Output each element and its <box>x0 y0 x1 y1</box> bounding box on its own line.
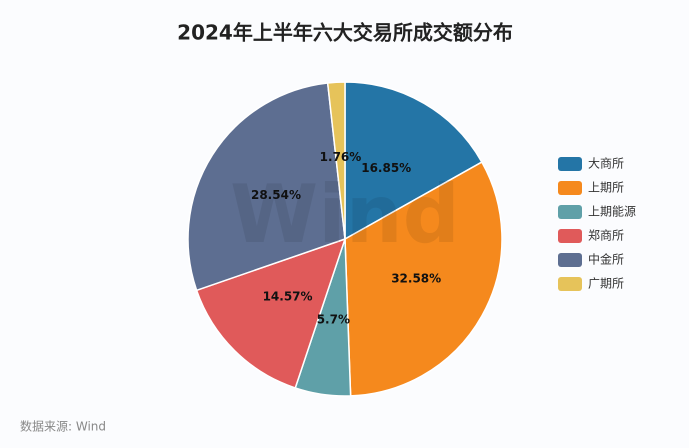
labels: 16.85% 32.58% 5.7% 14.57% 28.54% 1.76% <box>251 150 441 326</box>
legend-swatch <box>558 229 582 243</box>
legend-label: 大商所 <box>588 156 624 171</box>
data-label: 5.7% <box>317 312 350 326</box>
legend-label: 广期所 <box>588 277 624 291</box>
pie-slice <box>187 82 346 292</box>
pie-slice <box>326 81 346 240</box>
data-label: 14.57% <box>263 290 313 304</box>
data-label: 1.76% <box>320 150 362 164</box>
legend-swatch <box>558 253 582 267</box>
legend-swatch <box>558 157 582 171</box>
pie-slice <box>195 237 347 389</box>
chart-title: 2024年上半年六大交易所成交额分布 <box>177 21 513 45</box>
legend-swatch <box>558 277 582 291</box>
legend-label: 上期能源 <box>588 205 636 219</box>
data-label: 28.54% <box>251 188 301 202</box>
data-label: 32.58% <box>391 271 441 285</box>
legend-label: 郑商所 <box>588 228 624 243</box>
watermark: Wind <box>230 168 460 261</box>
data-label: 16.85% <box>361 161 411 175</box>
legend-swatch <box>558 205 582 219</box>
legend-label: 中金所 <box>588 252 624 267</box>
pie-slice <box>344 81 483 241</box>
source-note: 数据来源: Wind <box>20 419 106 434</box>
pie-slice <box>344 161 503 397</box>
legend-swatch <box>558 181 582 195</box>
pie <box>187 81 503 397</box>
legend-label: 上期所 <box>588 181 624 195</box>
